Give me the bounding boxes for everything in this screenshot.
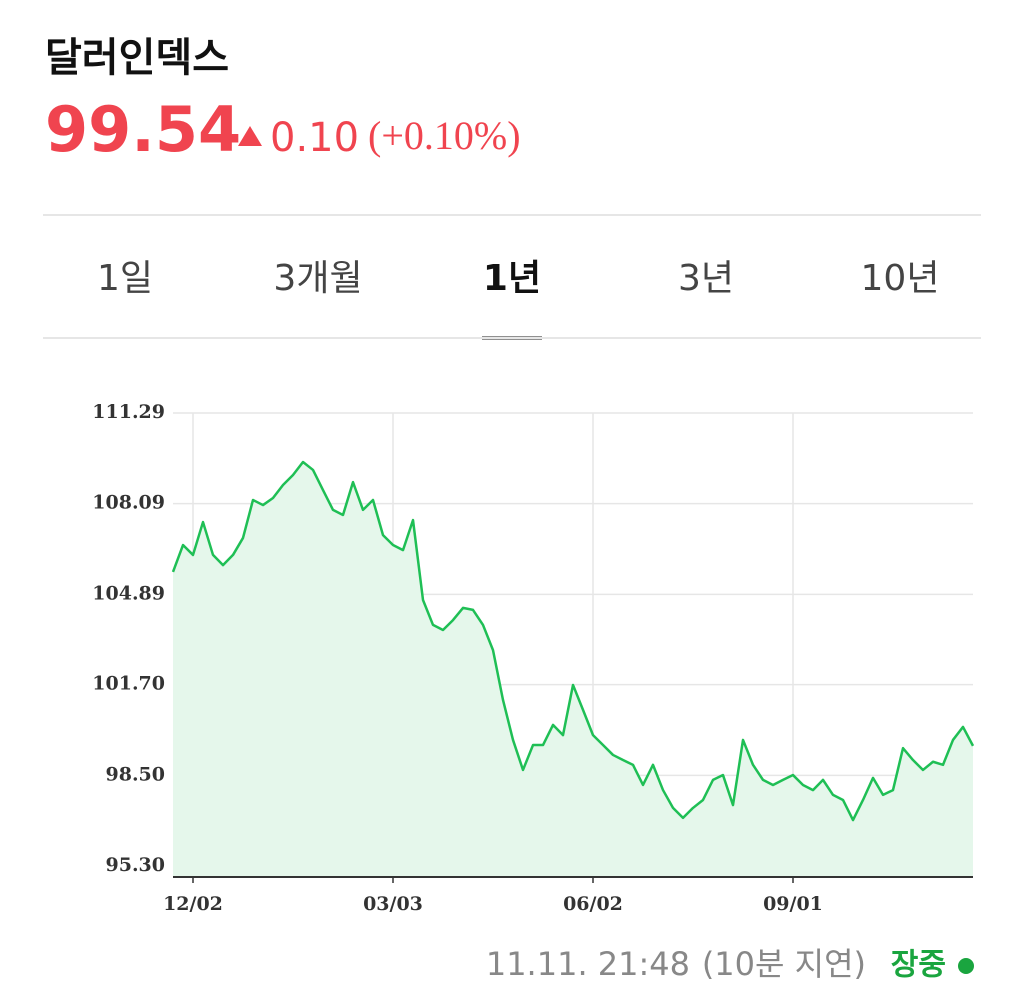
status-dot: [958, 958, 974, 974]
tab[interactable]: 3년: [678, 258, 734, 299]
status: 장중: [891, 948, 946, 983]
y-tick-label: 98.50: [106, 763, 166, 785]
time: 11.11. 21:48: [486, 945, 690, 983]
price: 99.54: [45, 93, 241, 166]
y-tick-label: 95.30: [106, 854, 166, 876]
y-tick-label: 111.29: [92, 401, 165, 423]
area: [173, 462, 973, 877]
y-tick-label: 104.89: [92, 582, 165, 604]
change: 0.10: [270, 115, 359, 161]
x-tick-label: 09/01: [763, 893, 823, 915]
tab[interactable]: 1년: [483, 258, 541, 299]
x-tick-label: 06/02: [563, 893, 623, 915]
y-tick-label: 101.70: [92, 673, 165, 695]
tab[interactable]: 10년: [861, 258, 940, 299]
x-tick-label: 12/02: [163, 893, 223, 915]
title: 달러인덱스: [45, 35, 229, 81]
x-tick-label: 03/03: [363, 893, 423, 915]
up-arrow: [238, 126, 262, 146]
change-pct: (+0.10%): [368, 113, 521, 158]
tab[interactable]: 1일: [97, 258, 153, 299]
line: [171, 460, 975, 822]
delay: (10분 지연): [702, 945, 866, 983]
tab[interactable]: 3개월: [273, 258, 362, 299]
y-tick-label: 108.09: [92, 492, 165, 514]
